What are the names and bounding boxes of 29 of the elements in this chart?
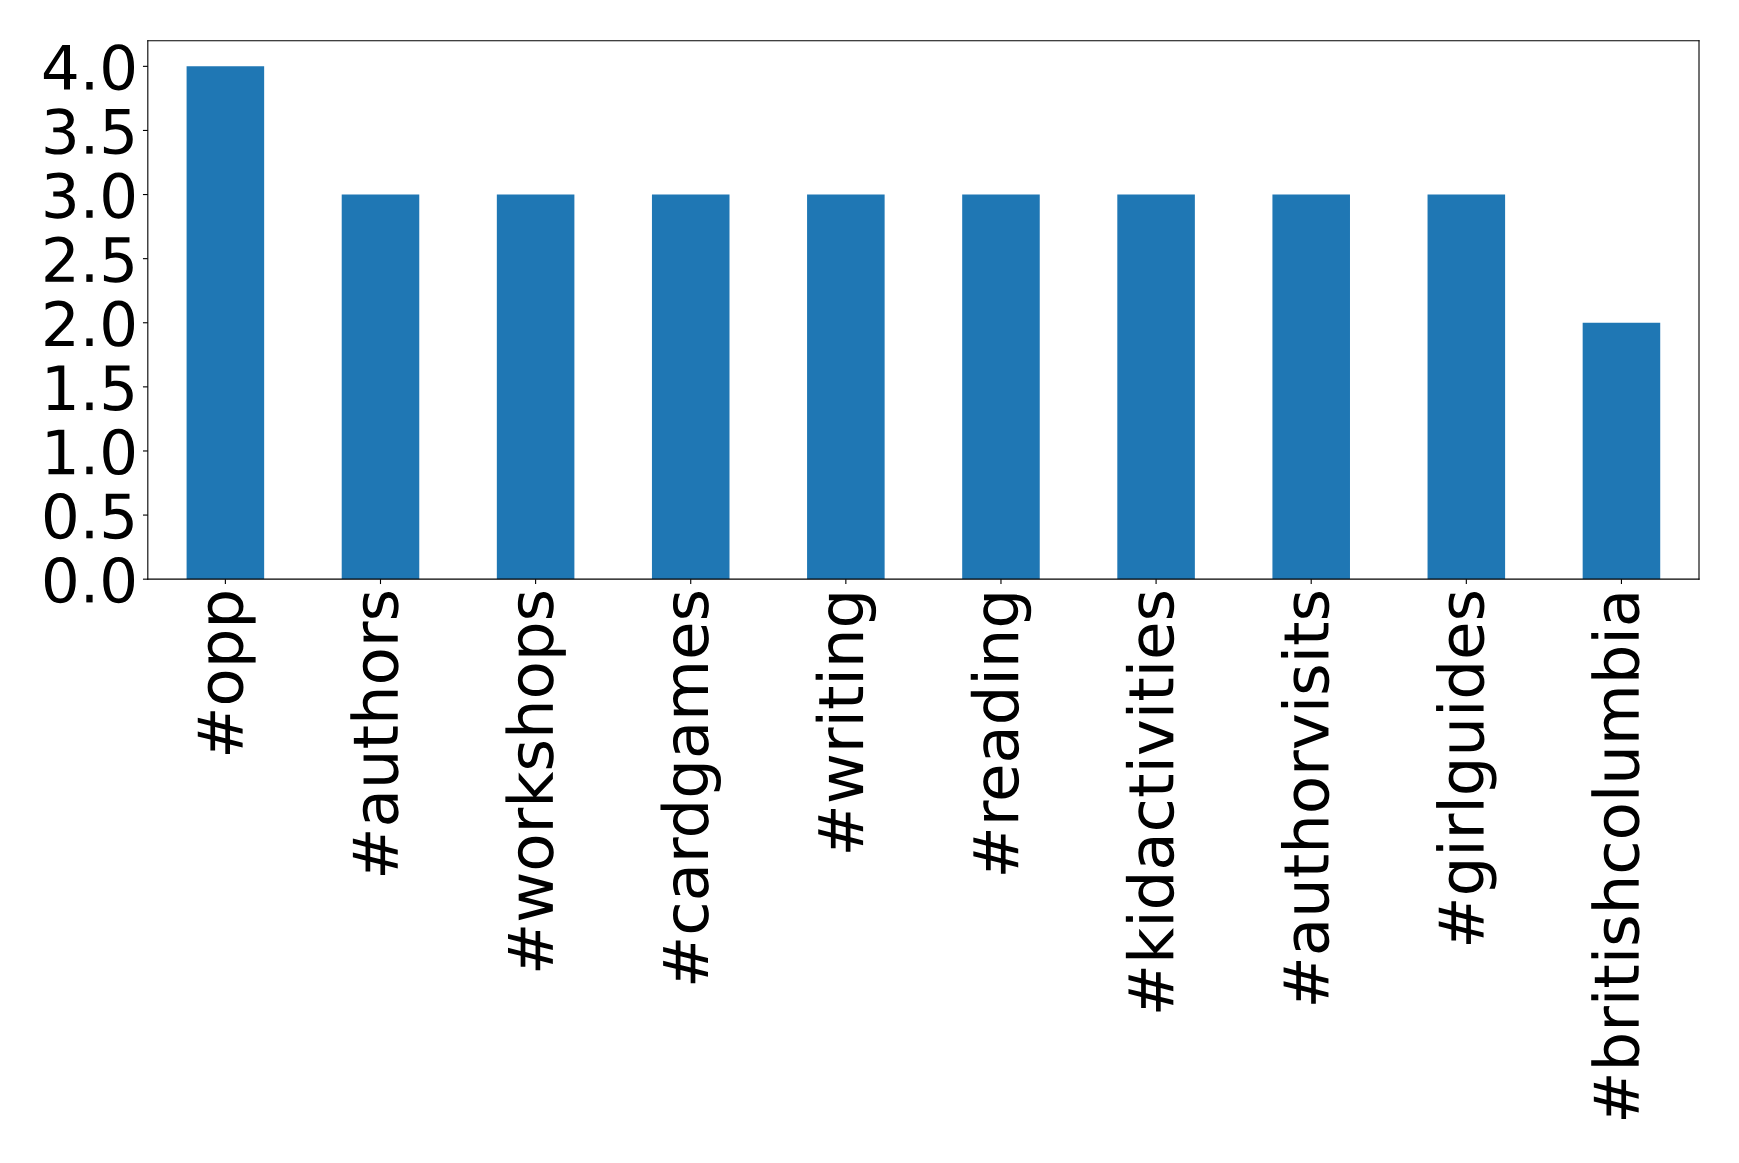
y-tick-label: 0.0 [44, 557, 135, 604]
x-tick-label: #reading [970, 594, 1032, 874]
x-tick-label: #girlguides [1436, 591, 1497, 944]
bar [1582, 322, 1661, 580]
y-tick-label: 3.5 [45, 108, 133, 155]
x-tick-label: #kidactivities [1125, 591, 1175, 1012]
y-tick-label: 3.0 [45, 172, 135, 219]
y-tick-label: 0.5 [44, 492, 133, 540]
x-tick-label: #writing [815, 594, 877, 852]
y-tick-label: 2.5 [45, 236, 133, 283]
y-tick-label: 4.0 [43, 44, 135, 91]
bar [1117, 194, 1195, 580]
bar [1272, 194, 1350, 580]
x-tick-label: #opp [197, 592, 256, 755]
x-tick-label: #authorvisits [1280, 591, 1330, 1004]
bar [341, 194, 420, 580]
bar [962, 194, 1040, 580]
bar [1427, 194, 1506, 580]
x-tick-label: #britishcolumbia [1591, 594, 1640, 1120]
bar [807, 194, 885, 580]
bar [651, 194, 730, 580]
y-tick-label: 2.0 [45, 300, 135, 347]
bar [186, 66, 265, 580]
bar [496, 194, 575, 580]
x-tick-label: #authors [350, 591, 399, 875]
x-tick-label: #cardgames [660, 591, 721, 984]
y-tick-label: 1.5 [47, 365, 133, 411]
y-tick-label: 1.0 [47, 428, 135, 476]
x-tick-label: #workshops [505, 591, 566, 971]
